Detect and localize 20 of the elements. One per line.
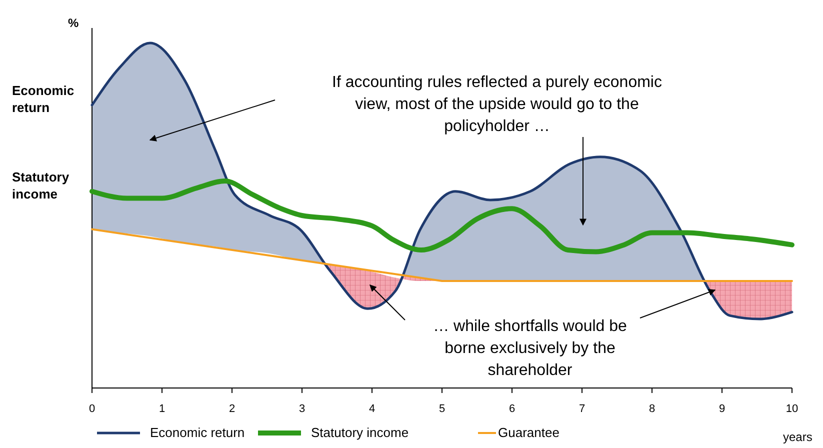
x-tick-label: 8 (648, 403, 656, 415)
legend-label: Statutory income (311, 425, 409, 440)
x-tick-label: 7 (578, 403, 586, 415)
annotation: Statutory income (12, 169, 70, 202)
x-tick-label: 4 (368, 403, 376, 415)
y-axis-title: % (68, 16, 79, 30)
x-tick-label: 1 (158, 403, 166, 415)
x-tick-label: 10 (786, 403, 798, 415)
x-tick-label: 9 (718, 403, 726, 415)
annotation: … while shortfalls would be borne exclusively by the shareholder (433, 318, 628, 379)
legend-label: Economic return (150, 425, 245, 440)
annotation: If accounting rules reflected a purely economic view, most of the upside would go to the policyholder … (332, 74, 662, 135)
legend-label: Guarantee (498, 425, 560, 440)
x-tick-label: 6 (508, 403, 516, 415)
x-tick-label: 3 (298, 403, 306, 415)
x-axis-title: years (783, 430, 812, 444)
x-tick-label: 5 (438, 403, 446, 415)
x-tick-label: 2 (228, 403, 236, 415)
annotation: Economic return (12, 83, 74, 116)
x-tick-label: 0 (88, 403, 96, 415)
